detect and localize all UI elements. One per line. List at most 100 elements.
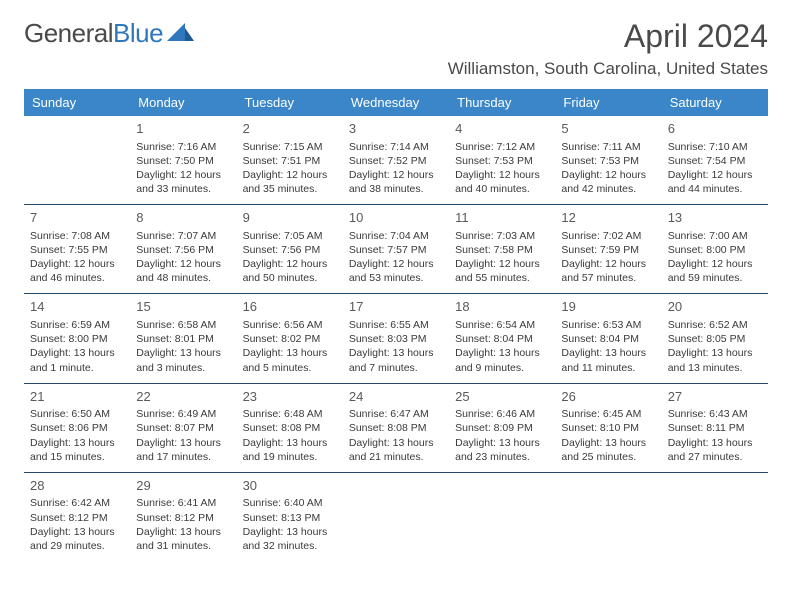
weekday-header: Tuesday xyxy=(237,89,343,116)
daylight-text: Daylight: 13 hours and 5 minutes. xyxy=(243,346,337,374)
day-number: 20 xyxy=(668,298,762,316)
calendar-cell: 17Sunrise: 6:55 AMSunset: 8:03 PMDayligh… xyxy=(343,294,449,383)
calendar-cell: 30Sunrise: 6:40 AMSunset: 8:13 PMDayligh… xyxy=(237,472,343,561)
day-number: 4 xyxy=(455,120,549,138)
weekday-header-row: SundayMondayTuesdayWednesdayThursdayFrid… xyxy=(24,89,768,116)
day-number: 11 xyxy=(455,209,549,227)
location-text: Williamston, South Carolina, United Stat… xyxy=(24,59,768,79)
day-number: 1 xyxy=(136,120,230,138)
sunset-text: Sunset: 7:59 PM xyxy=(561,243,655,257)
calendar-cell: 18Sunrise: 6:54 AMSunset: 8:04 PMDayligh… xyxy=(449,294,555,383)
calendar-cell: 13Sunrise: 7:00 AMSunset: 8:00 PMDayligh… xyxy=(662,205,768,294)
calendar-cell: 23Sunrise: 6:48 AMSunset: 8:08 PMDayligh… xyxy=(237,383,343,472)
calendar-week-row: 14Sunrise: 6:59 AMSunset: 8:00 PMDayligh… xyxy=(24,294,768,383)
day-number: 19 xyxy=(561,298,655,316)
sunset-text: Sunset: 7:51 PM xyxy=(243,154,337,168)
calendar-cell: 9Sunrise: 7:05 AMSunset: 7:56 PMDaylight… xyxy=(237,205,343,294)
day-number: 5 xyxy=(561,120,655,138)
day-number: 30 xyxy=(243,477,337,495)
calendar-cell: 8Sunrise: 7:07 AMSunset: 7:56 PMDaylight… xyxy=(130,205,236,294)
weekday-header: Wednesday xyxy=(343,89,449,116)
sunrise-text: Sunrise: 7:02 AM xyxy=(561,229,655,243)
calendar-cell: 4Sunrise: 7:12 AMSunset: 7:53 PMDaylight… xyxy=(449,116,555,205)
daylight-text: Daylight: 12 hours and 44 minutes. xyxy=(668,168,762,196)
day-number: 23 xyxy=(243,388,337,406)
day-number: 6 xyxy=(668,120,762,138)
daylight-text: Daylight: 12 hours and 46 minutes. xyxy=(30,257,124,285)
weekday-header: Saturday xyxy=(662,89,768,116)
calendar-cell: 2Sunrise: 7:15 AMSunset: 7:51 PMDaylight… xyxy=(237,116,343,205)
sunrise-text: Sunrise: 6:56 AM xyxy=(243,318,337,332)
day-number: 22 xyxy=(136,388,230,406)
calendar-cell: 24Sunrise: 6:47 AMSunset: 8:08 PMDayligh… xyxy=(343,383,449,472)
calendar-cell xyxy=(343,472,449,561)
calendar-cell xyxy=(24,116,130,205)
sunrise-text: Sunrise: 6:54 AM xyxy=(455,318,549,332)
calendar-cell: 20 Sunrise: 6:52 AMSunset: 8:05 PMDayligh… xyxy=(662,294,768,383)
calendar-week-row: 21Sunrise: 6:50 AMSunset: 8:06 PMDayligh… xyxy=(24,383,768,472)
daylight-text: Daylight: 13 hours and 7 minutes. xyxy=(349,346,443,374)
daylight-text: Daylight: 13 hours and 1 minute. xyxy=(30,346,124,374)
sunrise-text: Sunrise: 7:16 AM xyxy=(136,140,230,154)
day-number: 9 xyxy=(243,209,337,227)
weekday-header: Sunday xyxy=(24,89,130,116)
sunrise-text: Sunrise: 6:58 AM xyxy=(136,318,230,332)
calendar-cell: 6Sunrise: 7:10 AMSunset: 7:54 PMDaylight… xyxy=(662,116,768,205)
sunset-text: Sunset: 7:50 PM xyxy=(136,154,230,168)
daylight-text: Daylight: 12 hours and 35 minutes. xyxy=(243,168,337,196)
sunrise-text: Sunrise: 7:05 AM xyxy=(243,229,337,243)
brand-logo: GeneralBlue xyxy=(24,18,195,49)
calendar-week-row: 7Sunrise: 7:08 AMSunset: 7:55 PMDaylight… xyxy=(24,205,768,294)
calendar-cell: 11Sunrise: 7:03 AMSunset: 7:58 PMDayligh… xyxy=(449,205,555,294)
daylight-text: Daylight: 13 hours and 29 minutes. xyxy=(30,525,124,553)
daylight-text: Daylight: 12 hours and 57 minutes. xyxy=(561,257,655,285)
calendar-cell: 26Sunrise: 6:45 AMSunset: 8:10 PMDayligh… xyxy=(555,383,661,472)
sunset-text: Sunset: 8:11 PM xyxy=(668,421,762,435)
daylight-text: Daylight: 12 hours and 53 minutes. xyxy=(349,257,443,285)
weekday-header: Monday xyxy=(130,89,236,116)
daylight-text: Daylight: 13 hours and 19 minutes. xyxy=(243,436,337,464)
sunset-text: Sunset: 8:05 PM xyxy=(668,332,762,346)
sunset-text: Sunset: 8:08 PM xyxy=(243,421,337,435)
day-number: 26 xyxy=(561,388,655,406)
sunset-text: Sunset: 7:53 PM xyxy=(455,154,549,168)
calendar-cell: 21Sunrise: 6:50 AMSunset: 8:06 PMDayligh… xyxy=(24,383,130,472)
calendar-cell: 3Sunrise: 7:14 AMSunset: 7:52 PMDaylight… xyxy=(343,116,449,205)
daylight-text: Daylight: 12 hours and 40 minutes. xyxy=(455,168,549,196)
sunset-text: Sunset: 8:02 PM xyxy=(243,332,337,346)
daylight-text: Daylight: 13 hours and 13 minutes. xyxy=(668,346,762,374)
sunrise-text: Sunrise: 7:08 AM xyxy=(30,229,124,243)
sunrise-text: Sunrise: 6:46 AM xyxy=(455,407,549,421)
sunrise-text: Sunrise: 6:47 AM xyxy=(349,407,443,421)
sunrise-text: Sunrise: 6:48 AM xyxy=(243,407,337,421)
day-number: 12 xyxy=(561,209,655,227)
sunrise-text: Sunrise: 7:11 AM xyxy=(561,140,655,154)
sunrise-text: Sunrise: 6:41 AM xyxy=(136,496,230,510)
daylight-text: Daylight: 13 hours and 17 minutes. xyxy=(136,436,230,464)
sunrise-text: Sunrise: 7:04 AM xyxy=(349,229,443,243)
daylight-text: Daylight: 12 hours and 42 minutes. xyxy=(561,168,655,196)
calendar-cell: 22Sunrise: 6:49 AMSunset: 8:07 PMDayligh… xyxy=(130,383,236,472)
sunset-text: Sunset: 8:00 PM xyxy=(30,332,124,346)
day-number: 21 xyxy=(30,388,124,406)
sunrise-text: Sunrise: 6:59 AM xyxy=(30,318,124,332)
day-number: 25 xyxy=(455,388,549,406)
sunrise-text: Sunrise: 6:52 AM xyxy=(668,318,762,332)
daylight-text: Daylight: 13 hours and 25 minutes. xyxy=(561,436,655,464)
sunrise-text: Sunrise: 7:00 AM xyxy=(668,229,762,243)
day-number: 13 xyxy=(668,209,762,227)
daylight-text: Daylight: 12 hours and 55 minutes. xyxy=(455,257,549,285)
day-number: 28 xyxy=(30,477,124,495)
daylight-text: Daylight: 13 hours and 27 minutes. xyxy=(668,436,762,464)
calendar-cell: 10Sunrise: 7:04 AMSunset: 7:57 PMDayligh… xyxy=(343,205,449,294)
sunrise-text: Sunrise: 6:50 AM xyxy=(30,407,124,421)
daylight-text: Daylight: 13 hours and 9 minutes. xyxy=(455,346,549,374)
calendar-week-row: 1 Sunrise: 7:16 AMSunset: 7:50 PM Daylight… xyxy=(24,116,768,205)
calendar-cell: 16Sunrise: 6:56 AMSunset: 8:02 PMDayligh… xyxy=(237,294,343,383)
daylight-text: Daylight: 13 hours and 31 minutes. xyxy=(136,525,230,553)
sunset-text: Sunset: 7:56 PM xyxy=(243,243,337,257)
calendar-cell: 5Sunrise: 7:11 AMSunset: 7:53 PMDaylight… xyxy=(555,116,661,205)
weekday-header: Thursday xyxy=(449,89,555,116)
day-number: 24 xyxy=(349,388,443,406)
brand-mark-icon xyxy=(167,21,195,46)
